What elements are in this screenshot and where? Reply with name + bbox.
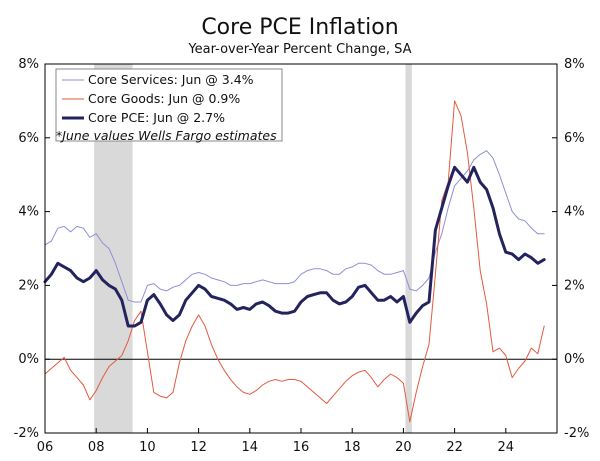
x-tick-label: 14 — [242, 440, 259, 455]
x-tick-label: 22 — [446, 440, 463, 455]
series-core-pce — [43, 165, 546, 328]
x-tick-label: 08 — [88, 440, 105, 455]
chart-title: Core PCE Inflation — [201, 15, 398, 40]
y-tick-label-left: -2% — [14, 426, 39, 441]
chart-subtitle: Year-over-Year Percent Change, SA — [187, 42, 411, 57]
axis-ticks: -2% -2% 0% 0% 2% 2% 4% 4% 6% 6% 8% 8% 06 08 10 12 14 16 18… — [14, 57, 590, 455]
y-tick-label-left: 2% — [18, 278, 39, 293]
series-core-services — [44, 150, 545, 303]
x-tick-label: 18 — [344, 440, 361, 455]
x-tick-label: 12 — [190, 440, 207, 455]
x-tick-label: 24 — [498, 440, 515, 455]
y-tick-label-right: 4% — [564, 205, 585, 220]
y-tick-label-right: 2% — [564, 278, 585, 293]
y-tick-label-right: 8% — [564, 57, 585, 72]
x-tick-label: 06 — [37, 440, 54, 455]
y-tick-label-right: 0% — [564, 352, 585, 367]
legend-label-core-goods: Core Goods: Jun @ 0.9% — [88, 91, 240, 106]
legend-label-core-pce: Core PCE: Jun @ 2.7% — [88, 110, 225, 125]
legend-box — [55, 68, 283, 142]
y-tick-label-right: -2% — [564, 426, 589, 441]
y-tick-label-left: 8% — [18, 57, 39, 72]
y-tick-label-left: 6% — [18, 131, 39, 146]
series-core-goods — [44, 100, 545, 423]
estimate-note: *June values Wells Fargo estimates — [56, 128, 277, 143]
y-tick-label-right: 6% — [564, 131, 585, 146]
y-tick-label-left: 4% — [18, 205, 39, 220]
legend: Core Services: Jun @ 3.4% Core Goods: Ju… — [55, 68, 283, 143]
x-tick-label: 16 — [293, 440, 310, 455]
data-series — [43, 100, 546, 423]
y-tick-label-left: 0% — [18, 352, 39, 367]
legend-label-core-services: Core Services: Jun @ 3.4% — [88, 72, 254, 87]
x-tick-label: 10 — [139, 440, 156, 455]
x-tick-label: 20 — [395, 440, 412, 455]
recession-band-1 — [405, 64, 412, 433]
